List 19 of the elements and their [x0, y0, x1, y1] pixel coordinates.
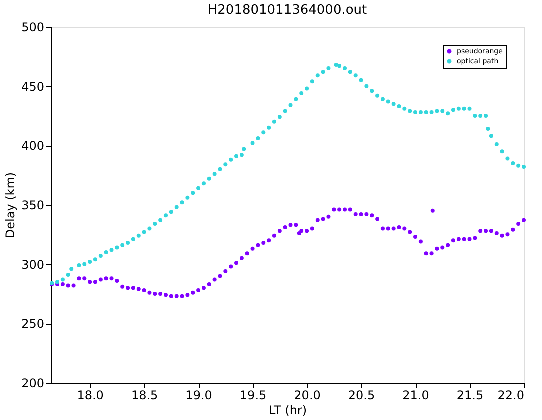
y-tick-label: 300 [22, 258, 44, 272]
y-tick-label: 250 [22, 317, 44, 332]
y-tick-label: 450 [22, 80, 44, 94]
x-tick-label: 19.5 [240, 388, 267, 402]
x-tick-label: 18.5 [131, 388, 158, 402]
x-tick-label: 18.0 [77, 388, 104, 402]
x-tick-label: 19.0 [186, 388, 212, 402]
chart-title: H201801011364000.out [208, 3, 368, 18]
x-tick-label: 20.5 [348, 388, 376, 402]
x-tick-label: 22.0 [498, 388, 524, 402]
x-axis-title: LT (hr) [268, 404, 308, 418]
y-tick-label: 350 [22, 198, 44, 212]
x-tick-label: 21.5 [456, 388, 484, 402]
y-tick-label: 400 [22, 139, 44, 154]
y-tick-label: 500 [22, 20, 44, 34]
x-tick-label: 20.0 [294, 388, 321, 402]
y-tick-label: 200 [22, 376, 44, 390]
y-axis-title: Delay (km) [4, 172, 18, 239]
x-tick-label: 21.0 [402, 388, 430, 402]
